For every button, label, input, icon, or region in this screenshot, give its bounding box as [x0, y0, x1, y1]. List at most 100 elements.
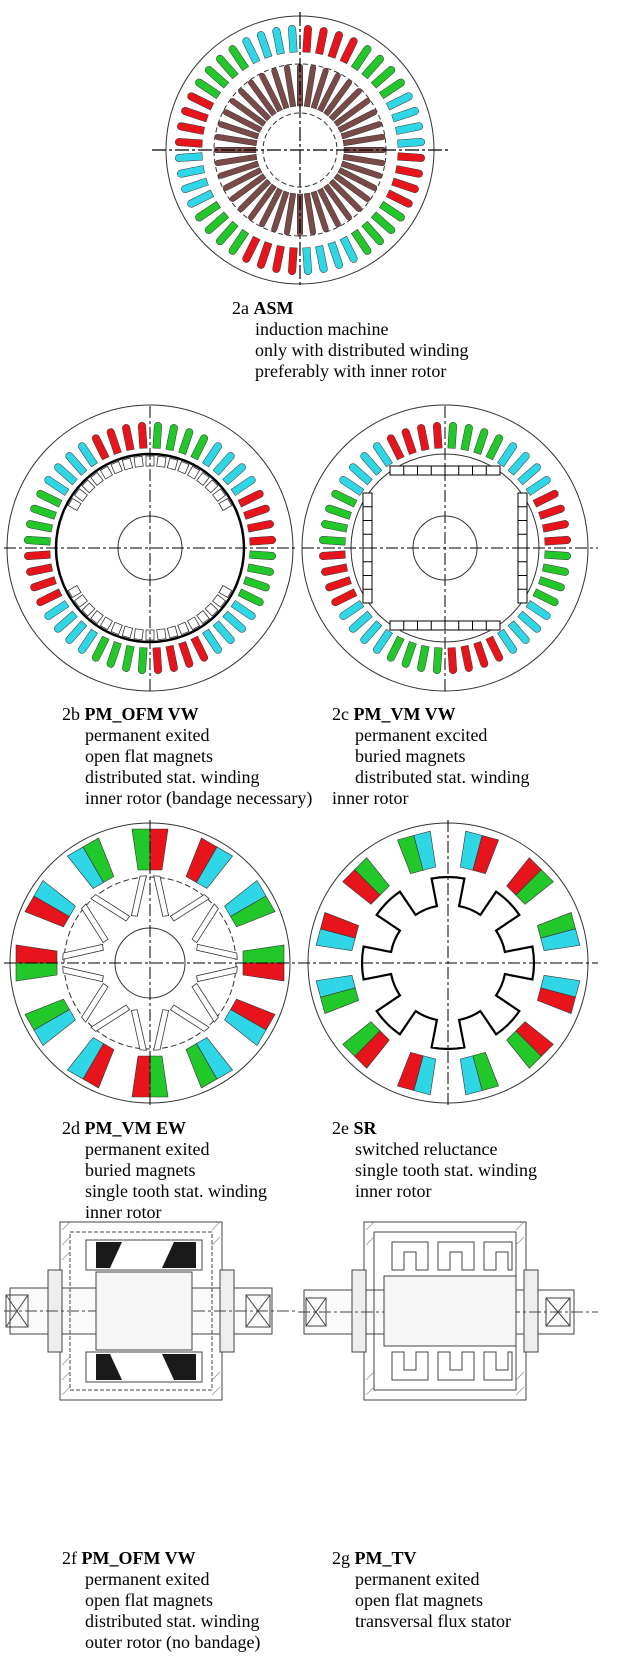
stator-slot: [177, 165, 205, 178]
stator-poles-2e: [315, 830, 581, 1096]
stator-slot: [532, 489, 559, 508]
stator-slot: [178, 641, 194, 668]
stator-slot: [319, 536, 346, 546]
surface-magnet: [166, 457, 179, 471]
surface-magnet: [74, 594, 88, 608]
figure-id: 2a: [232, 298, 249, 318]
caption-line: permanent exited: [355, 1569, 480, 1589]
surface-magnet: [67, 497, 82, 512]
stator-slot: [190, 434, 209, 461]
stator-slot: [242, 235, 261, 263]
stator-slot: [228, 229, 250, 255]
stator-slot: [24, 536, 51, 546]
figure-id: 2c: [332, 704, 349, 724]
caption-line: buried magnets: [355, 746, 466, 766]
centerlines-2b: [4, 406, 298, 692]
rotor-bar: [284, 64, 297, 108]
figure-id: 2e: [332, 1118, 349, 1138]
stator-slot: [361, 54, 384, 80]
v-magnet: [191, 903, 219, 944]
stator-slot: [379, 200, 405, 222]
stator-slot: [91, 635, 110, 662]
stator-slot: [417, 645, 430, 672]
v-magnet: [169, 1004, 210, 1032]
coil-side: [242, 944, 285, 964]
stator-slot: [331, 588, 358, 607]
v-magnet: [130, 1009, 147, 1051]
stator-slot: [65, 620, 88, 644]
rotor-bar: [222, 109, 263, 133]
rotor-bar: [217, 121, 260, 140]
coil-side: [472, 835, 499, 874]
rotor-bar: [337, 109, 378, 133]
rotor-bar: [342, 134, 386, 147]
stator-slot: [181, 107, 209, 123]
rotor-core-bottom-2f: [85, 1351, 203, 1383]
stator-slot: [187, 189, 215, 208]
stator-slot: [272, 27, 285, 55]
stator-slot: [360, 452, 383, 476]
surface-magnet: [110, 460, 123, 475]
stator-slot: [327, 241, 343, 269]
caption-2a: 2a ASM induction machine only with distr…: [232, 298, 469, 382]
stator-slot: [222, 610, 246, 633]
stator-slot: [485, 635, 504, 662]
surface-magnet: [196, 472, 210, 486]
v-magnet: [169, 894, 210, 922]
stator-winding-2c: [319, 422, 571, 674]
caption-line: permanent exited: [85, 725, 210, 745]
v-magnet: [196, 966, 238, 983]
caption-line: distributed stat. winding: [355, 767, 530, 787]
stator-slot: [106, 428, 122, 455]
caption-line: permanent excited: [355, 725, 488, 745]
coil-side: [149, 1055, 169, 1098]
stator-slot: [401, 428, 417, 455]
stator-slot: [544, 550, 571, 560]
coil-side: [131, 828, 151, 871]
stator-slot: [349, 610, 373, 633]
rotor-bar: [238, 88, 272, 122]
stator-slot: [230, 476, 256, 496]
rotor-bar: [213, 147, 257, 153]
diagram-2e-sr: [298, 820, 598, 1106]
surface-magnet: [204, 479, 219, 494]
surface-magnet: [133, 628, 144, 641]
stator-slot: [379, 78, 405, 100]
stator-slot: [24, 550, 51, 560]
surface-magnet: [121, 457, 134, 471]
stator-slot: [178, 428, 194, 455]
centerlines-2c: [302, 406, 598, 692]
stator-core-2f: [95, 1271, 193, 1351]
caption-line: inner rotor (bandage necessary): [85, 788, 313, 808]
stator-slot: [247, 563, 274, 576]
caption-line: transversal flux stator: [355, 1611, 511, 1631]
v-magnet: [153, 1009, 170, 1051]
rotor-bar: [248, 183, 277, 221]
stator-slot: [370, 211, 396, 234]
stator-slot: [202, 628, 222, 654]
caption-line: distributed stat. winding: [85, 1611, 260, 1631]
stator-slot: [433, 647, 443, 674]
surface-magnet: [177, 460, 190, 475]
stator-slot: [138, 647, 148, 674]
surface-magnet: [156, 628, 167, 641]
stator-slot: [247, 520, 274, 533]
stator-slot: [460, 645, 473, 672]
stator-slot: [350, 229, 372, 255]
caption-line: open flat magnets: [85, 1590, 213, 1610]
coil-side: [149, 828, 169, 871]
rotor-bar: [317, 187, 341, 228]
stator-slot: [433, 422, 443, 449]
stator-slot: [315, 27, 328, 55]
stator-slot: [202, 442, 222, 468]
stator-slot: [517, 463, 541, 486]
stator-slot: [237, 489, 264, 508]
stator-slot: [525, 476, 551, 496]
rotor-bar: [328, 178, 362, 212]
centerlines-2d: [4, 820, 298, 1106]
stator-slot: [321, 520, 348, 533]
v-magnet: [90, 1004, 131, 1032]
stator-slot: [30, 504, 57, 520]
surface-magnet: [133, 455, 144, 468]
stator-slot: [30, 576, 57, 592]
